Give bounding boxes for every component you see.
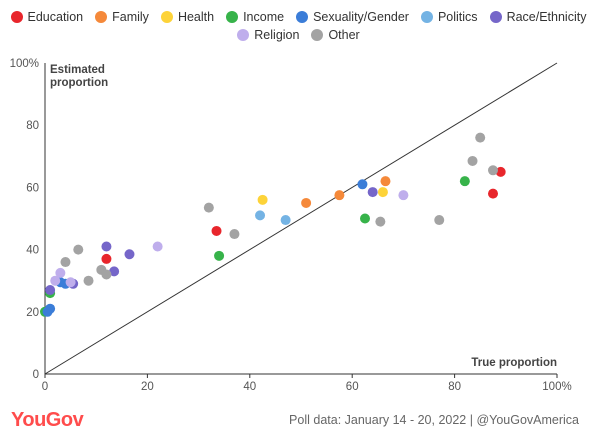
data-point [55,267,66,278]
x-tick-label: 80 [448,381,461,393]
data-point [152,241,163,252]
x-tick-label: 40 [243,381,256,393]
axis-labels: 0 20 40 60 80 100% 0 20 40 60 80 100% Estimated propo… [10,58,572,393]
legend-label: Health [177,10,215,24]
data-point [375,216,386,227]
data-point [257,194,268,205]
data-point [45,285,56,296]
data-point [495,166,506,177]
legend-item: Education [10,8,84,26]
data-point [301,197,312,208]
data-point [229,229,240,240]
source-note: Poll data: January 14 - 20, 2022 | @YouG… [289,413,579,427]
data-point [50,275,61,286]
legend-item: Income [226,8,284,26]
legend-swatch [10,11,23,23]
diagonal-reference-line [44,62,558,375]
legend-row: Education Family Health Income Sexuality/Gen… [0,8,597,26]
legend-item: Family [95,8,149,26]
data-point [367,187,378,198]
data-point [73,244,84,255]
data-point [434,215,445,226]
data-point [360,213,370,224]
legend-item: Sexuality/Gender [296,8,409,26]
x-axis-title: True proportion [471,357,557,369]
y-tick-label: 60 [26,182,39,194]
y-tick-label: 80 [26,120,39,132]
legend-swatch [420,11,433,23]
chart-legend: Education Family Health Income Sexuality/Gen… [0,8,597,44]
data-point [357,179,368,190]
legend-swatch [296,11,309,23]
data-point [280,215,291,226]
data-point [334,190,345,201]
data-point [377,187,388,198]
data-point [124,249,135,260]
data-point [214,250,225,261]
legend-item: Politics [420,8,478,26]
legend-label: Religion [254,28,300,42]
data-point [459,176,470,187]
legend-label: Race/Ethnicity [506,10,587,24]
legend-label: Other [328,28,360,42]
legend-label: Sexuality/Gender [313,10,409,24]
legend-item: Religion [237,26,299,44]
legend-swatch [237,29,250,41]
legend-item: Race/Ethnicity [489,8,587,26]
x-tick-label: 0 [42,381,48,393]
data-point [109,266,120,277]
legend-item: Health [160,8,215,26]
data-points [40,132,506,317]
data-point [380,176,391,187]
legend-swatch [95,11,108,23]
y-tick-label: 40 [26,245,39,257]
data-point [475,132,486,143]
legend-row: Religion Other [0,26,597,44]
x-tick-label: 100% [542,381,571,393]
x-tick-label: 20 [141,381,154,393]
legend-label: Education [27,10,84,24]
data-point [467,155,478,166]
data-point [203,202,214,213]
y-tick-label: 0 [33,369,39,381]
legend-swatch [489,11,502,23]
x-tick-label: 60 [346,381,359,393]
data-point [101,253,112,264]
y-axis-title: Estimated proportion [50,64,108,89]
brand-logo: YouGov [11,409,84,431]
data-point [45,303,56,314]
data-point [101,241,112,252]
y-tick-label: 20 [26,307,39,319]
legend-swatch [226,11,239,23]
data-point [488,165,498,176]
legend-label: Family [112,10,149,24]
legend-swatch [311,29,324,41]
data-point [398,190,409,201]
data-point [60,257,71,268]
reference-line-group [44,62,558,375]
data-point [488,188,498,199]
legend-swatch [160,11,173,23]
legend-label: Politics [437,10,478,24]
y-tick-label: 100% [10,58,39,70]
data-point [255,210,266,221]
data-point [101,269,112,280]
data-point [83,275,94,286]
data-point [211,225,222,236]
legend-item: Other [311,26,360,44]
legend-label: Income [243,10,285,24]
data-point [65,277,76,288]
chart-axes [44,63,558,378]
